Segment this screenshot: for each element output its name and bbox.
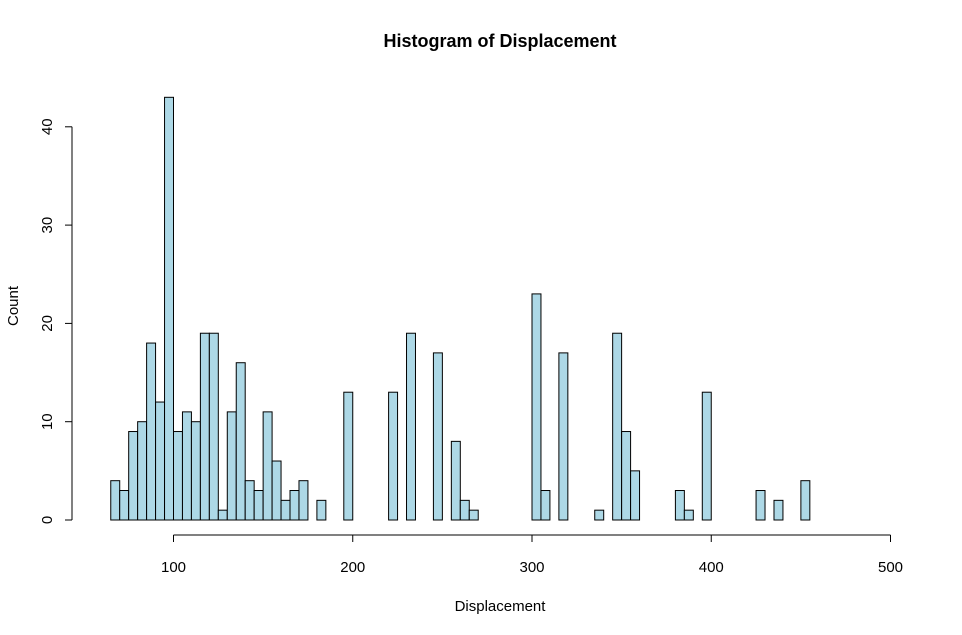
histogram-bar [450, 440, 461, 521]
histogram-bar [468, 509, 479, 521]
histogram-bar [298, 480, 309, 521]
x-tick-label: 300 [519, 559, 544, 576]
histogram-bar [459, 499, 470, 521]
histogram-bar [800, 480, 811, 521]
histogram-bar [280, 499, 291, 521]
bars-group [110, 96, 811, 521]
histogram-bar [190, 421, 201, 521]
histogram-bar [701, 391, 712, 521]
y-tick-label: 0 [39, 516, 56, 524]
histogram-bar [388, 391, 399, 521]
histogram-bar [253, 490, 264, 521]
histogram-bar [558, 352, 569, 521]
histogram-bar [432, 352, 443, 521]
histogram-bar [594, 509, 605, 521]
histogram-bar [146, 342, 157, 521]
histogram-bar [612, 332, 623, 521]
histogram-bar [531, 293, 542, 521]
y-tick-label: 20 [39, 315, 56, 332]
y-tick-label: 10 [39, 413, 56, 430]
histogram-bar [316, 499, 327, 521]
histogram-bar [226, 411, 237, 521]
x-tick-label: 100 [161, 559, 186, 576]
histogram-bar [755, 490, 766, 521]
histogram-bar [683, 509, 694, 521]
histogram-bar [406, 332, 416, 521]
histogram-bar [262, 411, 273, 521]
histogram-bar [235, 362, 246, 521]
histogram-bar [164, 96, 174, 521]
x-tick-label: 500 [878, 559, 903, 576]
histogram-bar [208, 332, 219, 521]
y-axis-label: Count [5, 285, 22, 326]
x-axis-label: Displacement [455, 598, 547, 615]
y-tick-label: 40 [39, 118, 56, 135]
histogram-bar [289, 490, 300, 521]
histogram-bar [621, 431, 632, 521]
histogram-bar [181, 411, 192, 521]
histogram-bar [773, 499, 784, 521]
histogram-bar [155, 401, 166, 521]
x-axis: 100 200 300 400 500 [161, 534, 903, 576]
y-axis: 0 10 20 30 40 [39, 118, 73, 524]
histogram-bar [630, 470, 641, 521]
histogram-bar [244, 480, 255, 521]
histogram-bar [217, 509, 228, 521]
histogram-bar [128, 431, 139, 521]
x-tick-label: 400 [699, 559, 724, 576]
histogram-bar [173, 431, 183, 521]
histogram-bar [271, 460, 282, 521]
histogram-bar [343, 391, 354, 521]
histogram-bar [137, 421, 148, 521]
histogram-bar [119, 490, 130, 521]
y-tick-label: 30 [39, 217, 56, 234]
histogram-bar [199, 332, 210, 521]
histogram-bar [674, 490, 685, 521]
x-tick-label: 200 [340, 559, 365, 576]
histogram-bar [110, 480, 121, 521]
histogram-bar [540, 490, 551, 521]
chart-title: Histogram of Displacement [383, 31, 616, 51]
